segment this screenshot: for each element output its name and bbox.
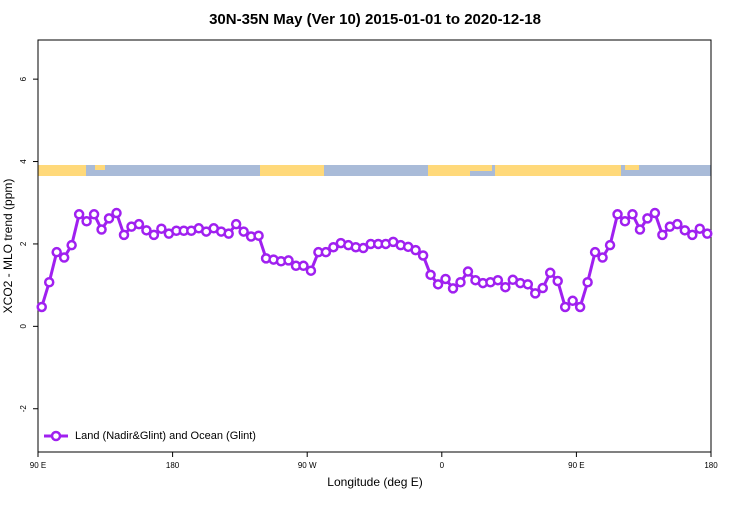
data-point <box>238 226 249 237</box>
y-tick-label: 4 <box>19 159 28 164</box>
y-tick-label: 6 <box>19 76 28 81</box>
data-point <box>634 224 646 235</box>
x-tick-label: 90 W <box>298 461 317 470</box>
data-point <box>627 209 638 220</box>
data-point <box>96 224 107 235</box>
data-point <box>88 209 100 220</box>
data-point <box>522 279 534 290</box>
data-point <box>223 228 234 239</box>
data-point <box>253 230 264 241</box>
data-point <box>43 277 55 288</box>
data-point <box>492 274 504 286</box>
data-point <box>649 207 661 219</box>
data-point <box>589 246 601 258</box>
data-point <box>500 281 511 293</box>
data-point <box>230 218 242 230</box>
data-point <box>462 266 474 277</box>
data-point <box>425 269 436 281</box>
data-point <box>574 301 586 313</box>
legend-label: Land (Nadir&Glint) and Ocean (Glint) <box>75 430 256 442</box>
data-point <box>537 282 548 294</box>
y-tick-label: 0 <box>19 324 28 329</box>
data-point <box>702 228 713 239</box>
data-point <box>141 225 152 236</box>
data-point <box>320 246 332 258</box>
x-tick-label: 180 <box>166 461 180 470</box>
x-tick-label: 0 <box>440 461 445 470</box>
x-tick-label: 90 E <box>568 461 584 470</box>
data-point <box>552 275 563 287</box>
data-point <box>455 277 466 288</box>
land-ocean-strip <box>38 165 711 176</box>
data-point <box>358 242 369 254</box>
plot-frame <box>37 39 712 453</box>
data-point <box>328 241 339 253</box>
data-point <box>679 225 691 236</box>
data-point <box>687 229 698 241</box>
data-point <box>156 223 167 234</box>
y-axis-label: XCO2 - MLO trend (ppm) <box>1 179 15 314</box>
y-tick-label: 2 <box>19 241 28 246</box>
data-point <box>111 207 122 219</box>
data-point <box>51 246 62 258</box>
data-point <box>619 216 631 227</box>
data-point <box>530 288 541 299</box>
chart-title: 30N-35N May (Ver 10) 2015-01-01 to 2020-… <box>209 11 541 28</box>
data-point <box>440 273 451 285</box>
x-tick-label: 90 E <box>30 461 46 470</box>
y-tick-label: -2 <box>19 405 28 413</box>
data-point <box>582 277 593 288</box>
data-point <box>544 267 556 279</box>
x-axis-label: Longitude (deg E) <box>327 475 422 489</box>
data-point <box>66 239 77 251</box>
data-point <box>642 213 653 224</box>
x-tick-label: 180 <box>704 461 718 470</box>
data-point <box>81 216 92 227</box>
data-point <box>36 301 47 313</box>
data-point <box>305 265 317 276</box>
data-point <box>612 209 623 220</box>
data-point <box>417 250 429 261</box>
data-point <box>298 260 309 272</box>
data-point <box>103 213 115 224</box>
data-point <box>432 279 444 290</box>
data-point <box>447 283 459 294</box>
data-point <box>133 218 145 230</box>
data-point <box>657 229 668 241</box>
data-point <box>597 252 608 263</box>
data-point <box>118 229 130 241</box>
data-point <box>148 229 160 241</box>
data-point <box>694 223 706 234</box>
data-point <box>559 301 571 313</box>
data-point <box>567 295 578 307</box>
data-point <box>410 244 421 256</box>
data-point <box>58 252 70 263</box>
legend-marker <box>50 430 62 442</box>
data-point <box>73 209 85 220</box>
data-point <box>283 255 294 266</box>
data-point <box>672 218 683 230</box>
data-point <box>604 239 616 251</box>
